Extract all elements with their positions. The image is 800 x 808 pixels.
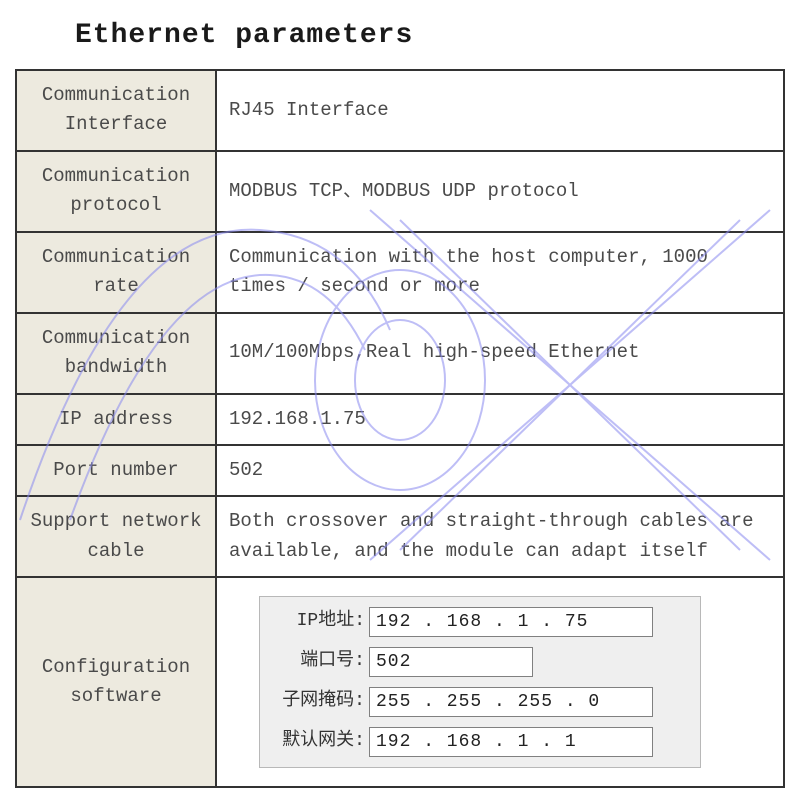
table-row: Communication bandwidth 10M/100Mbps,Real… — [16, 313, 784, 394]
mask-label: 子网掩码: — [270, 688, 369, 716]
row-label: Communication rate — [16, 232, 216, 313]
default-gateway-field[interactable]: 192 . 168 . 1 . 1 — [369, 727, 653, 757]
table-row: IP address 192.168.1.75 — [16, 394, 784, 445]
table-row: Communication protocol MODBUS TCP、MODBUS… — [16, 151, 784, 232]
row-label: Communication protocol — [16, 151, 216, 232]
table-row: Communication Interface RJ45 Interface — [16, 70, 784, 151]
ethernet-params-table: Communication Interface RJ45 Interface C… — [15, 69, 785, 788]
port-field[interactable]: 502 — [369, 647, 533, 677]
port-label: 端口号: — [270, 648, 369, 676]
ip-config-panel: IP地址: 192 . 168 . 1 . 75 端口号: 502 子网掩码: … — [259, 596, 701, 768]
row-value: 10M/100Mbps,Real high-speed Ethernet — [216, 313, 784, 394]
table-row: Communication rate Communication with th… — [16, 232, 784, 313]
row-label: Configuration software — [16, 577, 216, 787]
subnet-mask-field[interactable]: 255 . 255 . 255 . 0 — [369, 687, 653, 717]
row-value: 192.168.1.75 — [216, 394, 784, 445]
ip-label: IP地址: — [270, 608, 369, 636]
row-label: IP address — [16, 394, 216, 445]
row-label: Communication Interface — [16, 70, 216, 151]
config-row-mask: 子网掩码: 255 . 255 . 255 . 0 — [270, 687, 690, 717]
config-software-cell: IP地址: 192 . 168 . 1 . 75 端口号: 502 子网掩码: … — [216, 577, 784, 787]
row-value: Communication with the host computer, 10… — [216, 232, 784, 313]
config-row-ip: IP地址: 192 . 168 . 1 . 75 — [270, 607, 690, 637]
ip-address-field[interactable]: 192 . 168 . 1 . 75 — [369, 607, 653, 637]
row-label: Communication bandwidth — [16, 313, 216, 394]
row-value: MODBUS TCP、MODBUS UDP protocol — [216, 151, 784, 232]
table-row: Support network cable Both crossover and… — [16, 496, 784, 577]
row-value: 502 — [216, 445, 784, 496]
gateway-label: 默认网关: — [270, 728, 369, 756]
page-title: Ethernet parameters — [75, 20, 785, 51]
config-row-port: 端口号: 502 — [270, 647, 690, 677]
row-label: Port number — [16, 445, 216, 496]
row-value: Both crossover and straight-through cabl… — [216, 496, 784, 577]
config-software-row: Configuration software IP地址: 192 . 168 .… — [16, 577, 784, 787]
row-label: Support network cable — [16, 496, 216, 577]
row-value: RJ45 Interface — [216, 70, 784, 151]
config-row-gateway: 默认网关: 192 . 168 . 1 . 1 — [270, 727, 690, 757]
table-row: Port number 502 — [16, 445, 784, 496]
